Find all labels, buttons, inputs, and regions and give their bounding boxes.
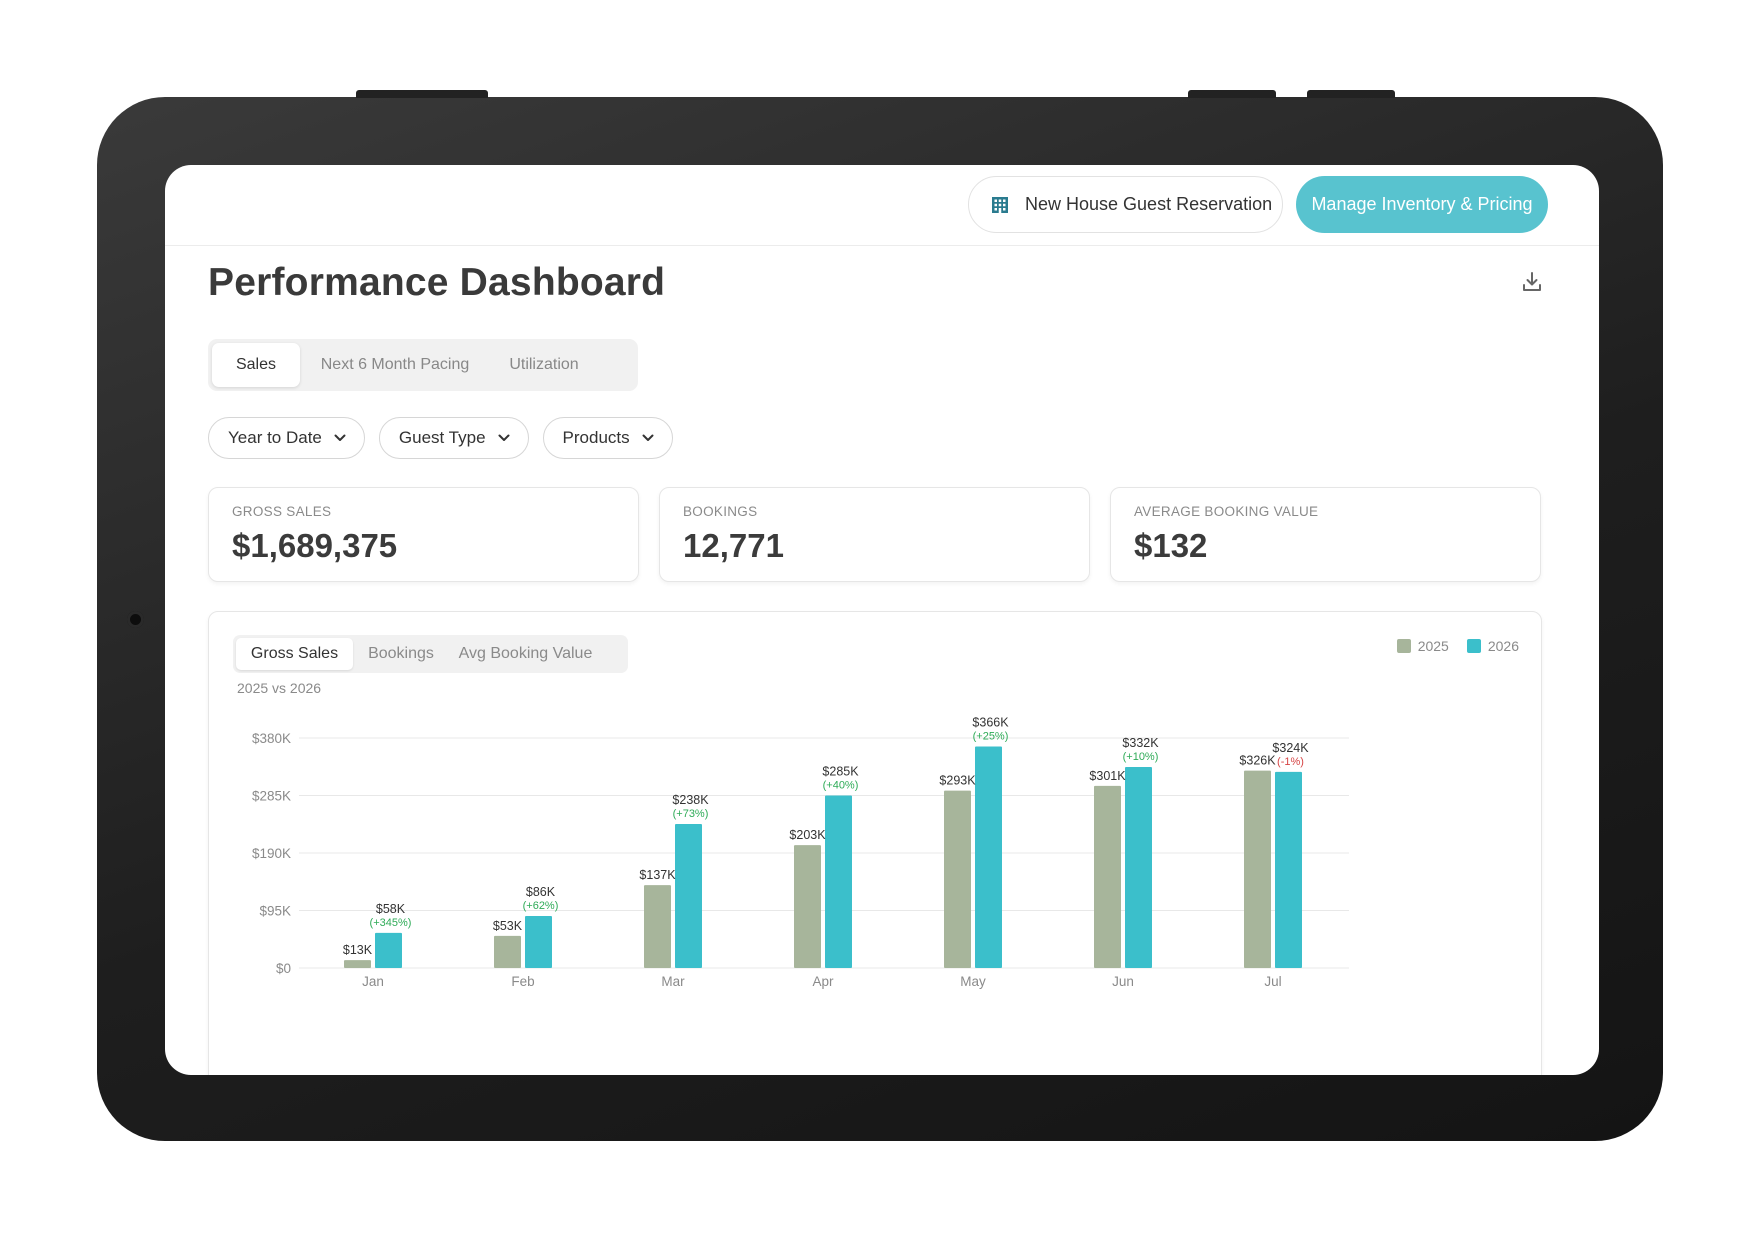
x-tick-label: May [960, 974, 986, 989]
change-label: (+345%) [370, 917, 412, 929]
bar-2026-feb [525, 915, 552, 968]
kpi-row: GROSS SALES $1,689,375 BOOKINGS 12,771 A… [208, 487, 1541, 582]
chart-card: Gross Sales Bookings Avg Booking Value 2… [208, 611, 1542, 1075]
x-tick-label: Jan [362, 974, 384, 989]
kpi-label: BOOKINGS [683, 504, 758, 519]
screen: New House Guest Reservation Manage Inven… [165, 165, 1599, 1075]
change-label: (+10%) [1123, 751, 1159, 763]
date-range-dropdown[interactable]: Year to Date [208, 417, 365, 459]
x-tick-label: Mar [661, 974, 685, 989]
x-tick-label: Apr [812, 974, 834, 989]
legend-label-2026: 2026 [1487, 638, 1519, 654]
x-tick-label: Feb [511, 974, 534, 989]
data-label-2026: $285K [822, 765, 859, 779]
manage-inventory-pricing-button[interactable]: Manage Inventory & Pricing [1296, 176, 1548, 233]
legend-swatch-2026 [1466, 639, 1481, 653]
dashboard-tabs: Sales Next 6 Month Pacing Utilization [208, 339, 638, 391]
top-bar: New House Guest Reservation Manage Inven… [165, 165, 1599, 246]
bar-2026-jan [375, 932, 402, 968]
bar-2025-jul [1244, 770, 1271, 968]
change-label: (+25%) [973, 730, 1009, 742]
date-range-label: Year to Date [228, 428, 322, 447]
chart-tab-avg-booking-value[interactable]: Avg Booking Value [458, 645, 593, 662]
data-label-2026: $238K [672, 793, 709, 807]
bar-chart: $0 $95K $190K $285K $380K $13K $58K(+345%) Jan $… [252, 715, 1349, 989]
data-label-2026: $366K [972, 715, 1009, 729]
data-label-2026: $324K [1272, 741, 1309, 755]
products-dropdown[interactable]: Products [542, 417, 673, 459]
chart-legend: 2025 2026 [1396, 638, 1519, 654]
chart-tab-gross-sales[interactable]: Gross Sales [236, 638, 353, 670]
change-label: (-1%) [1277, 756, 1304, 768]
tab-next-6-month-pacing[interactable]: Next 6 Month Pacing [320, 356, 470, 373]
kpi-label: AVERAGE BOOKING VALUE [1134, 504, 1319, 519]
tablet-top-button [356, 90, 488, 98]
chevron-down-icon [642, 434, 654, 441]
bar-2025-apr [794, 845, 821, 968]
data-label-2025: $13K [343, 943, 373, 957]
bar-2026-may [975, 746, 1002, 968]
bar-2026-mar [675, 823, 702, 968]
download-icon[interactable] [1521, 271, 1543, 293]
x-tick-label: Jun [1112, 974, 1134, 989]
chart-metric-tabs: Gross Sales Bookings Avg Booking Value [233, 635, 628, 673]
x-tick-label: Jul [1264, 974, 1281, 989]
bar-2025-feb [494, 935, 521, 968]
bar-2026-jun [1125, 767, 1152, 968]
chart-subtitle: 2025 vs 2026 [237, 680, 322, 696]
y-tick-label: $0 [276, 961, 291, 976]
tablet-volume-down-button [1307, 90, 1395, 98]
chevron-down-icon [498, 434, 510, 441]
data-label-2026: $86K [526, 885, 556, 899]
data-label-2026: $332K [1122, 736, 1159, 750]
bar-2025-jun [1094, 785, 1121, 968]
legend-swatch-2025 [1396, 639, 1411, 653]
data-label-2025: $301K [1089, 769, 1126, 783]
tab-sales[interactable]: Sales [212, 343, 300, 387]
products-label: Products [562, 428, 630, 447]
page-title: Performance Dashboard [208, 261, 666, 304]
kpi-value: $132 [1134, 527, 1208, 564]
data-label-2025: $137K [639, 868, 676, 882]
new-house-guest-reservation-button[interactable]: New House Guest Reservation [968, 176, 1283, 233]
reservation-button-label: New House Guest Reservation [1025, 194, 1273, 214]
data-label-2025: $326K [1239, 754, 1276, 768]
tablet-camera [127, 611, 144, 628]
y-tick-label: $95K [259, 904, 291, 919]
filter-bar: Year to Date Guest Type Products [208, 417, 673, 459]
kpi-label: GROSS SALES [232, 504, 332, 519]
bar-2026-jul [1275, 771, 1302, 968]
data-label-2026: $58K [376, 902, 406, 916]
bar-2025-may [944, 790, 971, 968]
change-label: (+40%) [823, 780, 859, 792]
bar-2025-jan [344, 960, 371, 968]
data-label-2025: $293K [939, 774, 976, 788]
y-tick-label: $190K [252, 846, 291, 861]
tablet-volume-up-button [1188, 90, 1276, 98]
bar-2025-mar [644, 885, 671, 968]
y-tick-label: $285K [252, 789, 291, 804]
tab-utilization[interactable]: Utilization [509, 356, 579, 373]
chevron-down-icon [334, 434, 346, 441]
change-label: (+73%) [673, 808, 709, 820]
bar-2026-apr [825, 795, 852, 968]
kpi-value: $1,689,375 [232, 527, 398, 564]
chart-tab-bookings[interactable]: Bookings [368, 645, 434, 662]
data-label-2025: $53K [493, 919, 523, 933]
kpi-card-gross-sales: GROSS SALES $1,689,375 [208, 487, 639, 582]
legend-item-2025: 2025 [1396, 638, 1449, 654]
guest-type-label: Guest Type [398, 428, 486, 447]
kpi-card-average-booking-value: AVERAGE BOOKING VALUE $132 [1110, 487, 1541, 582]
guest-type-dropdown[interactable]: Guest Type [378, 417, 529, 459]
legend-label-2025: 2025 [1417, 638, 1449, 654]
building-icon [992, 196, 1008, 213]
legend-item-2026: 2026 [1466, 638, 1519, 654]
kpi-card-bookings: BOOKINGS 12,771 [659, 487, 1090, 582]
data-label-2025: $203K [789, 828, 826, 842]
kpi-value: 12,771 [683, 527, 784, 564]
y-tick-label: $380K [252, 731, 291, 746]
change-label: (+62%) [523, 900, 559, 912]
